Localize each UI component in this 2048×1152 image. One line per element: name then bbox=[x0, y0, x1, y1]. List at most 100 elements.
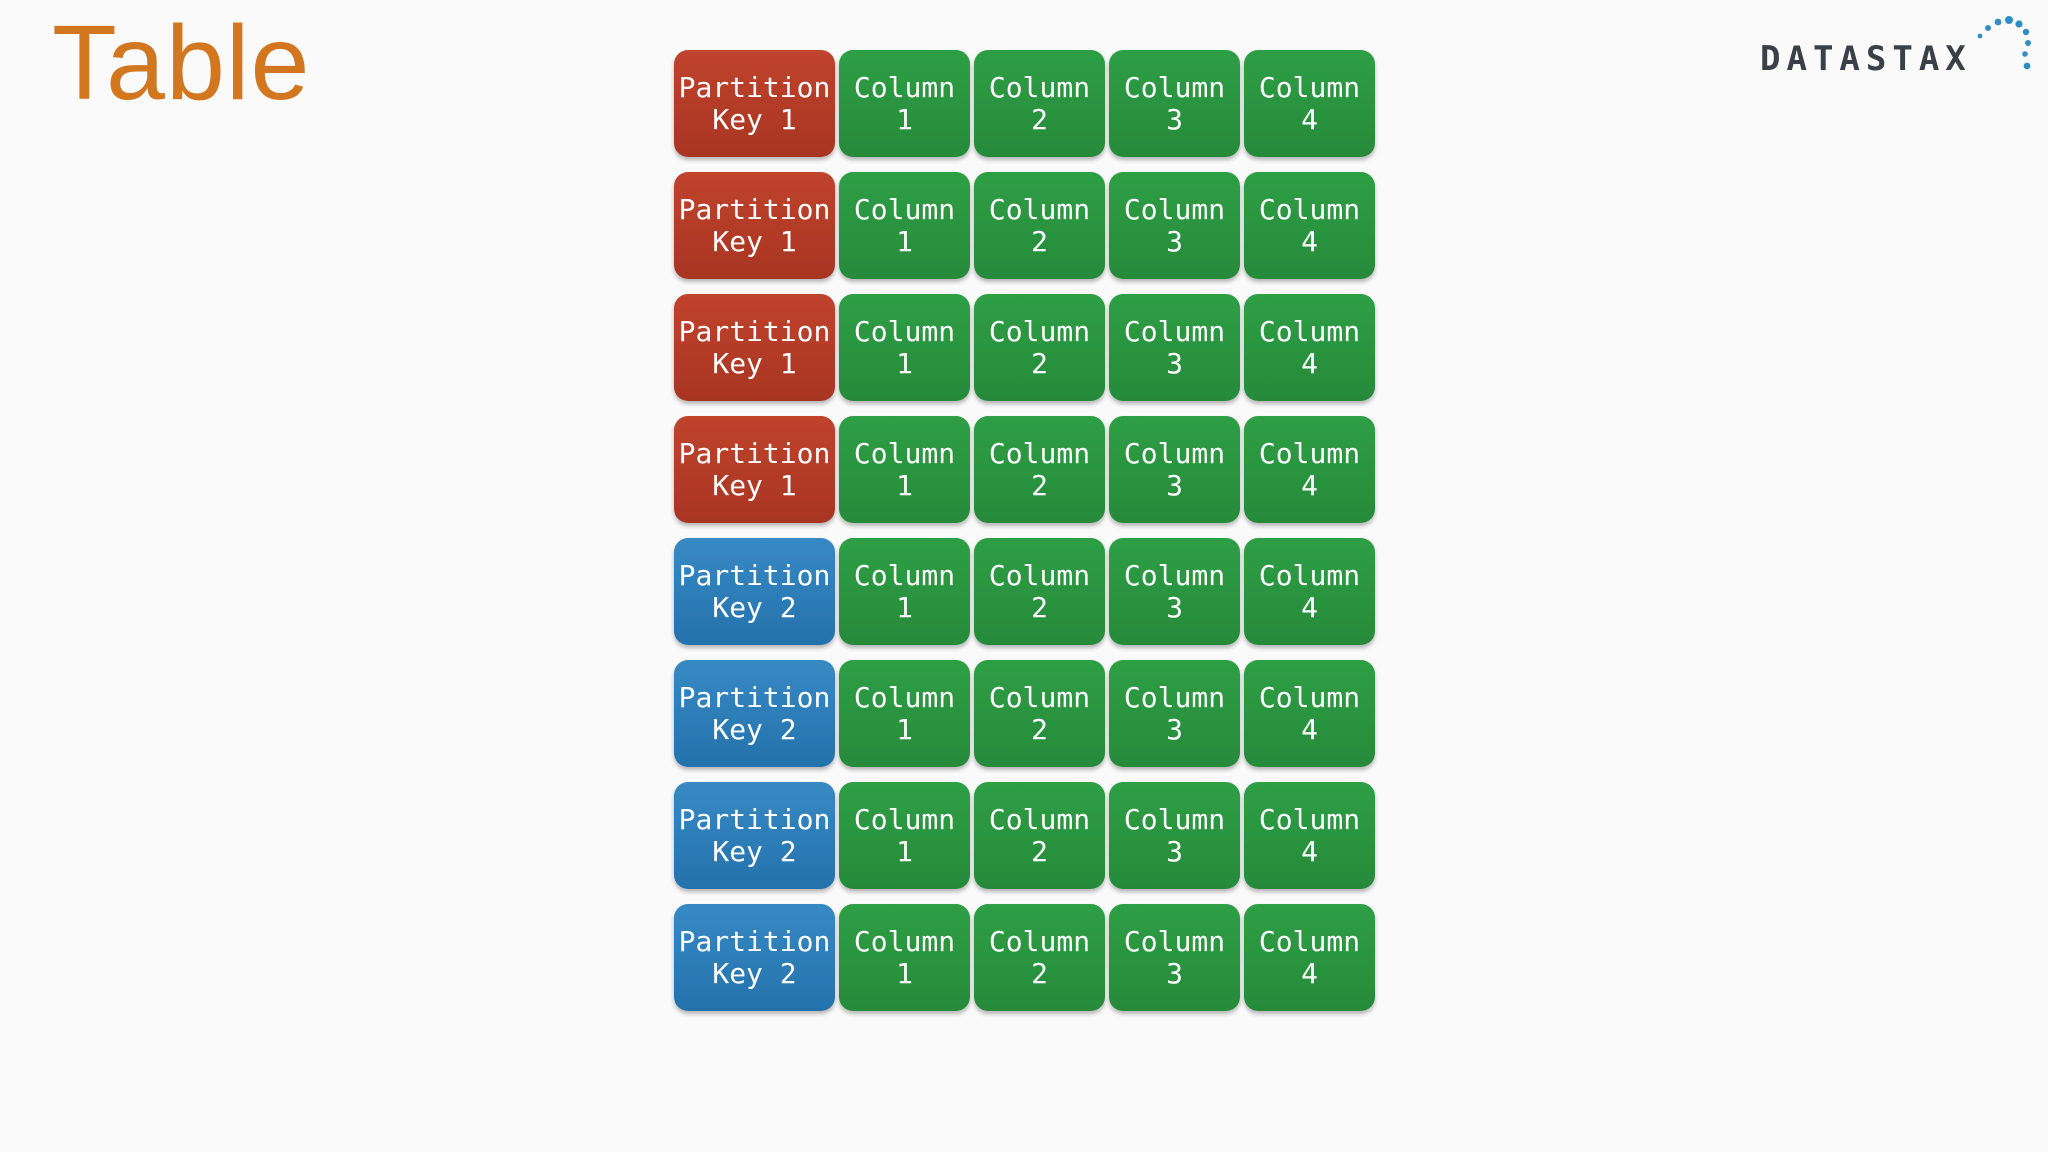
partition-key-cell: Partition Key 1 bbox=[674, 416, 835, 523]
column-cell: Column 1 bbox=[839, 904, 970, 1011]
column-cell: Column 4 bbox=[1244, 660, 1375, 767]
column-label: 2 bbox=[1031, 834, 1048, 868]
column-cell: Column 3 bbox=[1109, 172, 1240, 279]
partition-key-label: Key 2 bbox=[712, 590, 797, 624]
column-label: Column bbox=[1258, 436, 1361, 470]
column-label: Column bbox=[1123, 924, 1226, 958]
datastax-logo: DATASTAX bbox=[1760, 16, 2032, 76]
table-diagram: Partition Key 1 Column 1 Column 2 Column 3 Colum… bbox=[674, 50, 1375, 1011]
column-cell: Column 1 bbox=[839, 660, 970, 767]
column-label: Column bbox=[853, 314, 956, 348]
column-label: Column bbox=[853, 924, 956, 958]
column-label: Column bbox=[988, 192, 1091, 226]
column-cell: Column 2 bbox=[974, 294, 1105, 401]
column-label: 1 bbox=[896, 712, 913, 746]
partition-key-label: Key 2 bbox=[712, 956, 797, 990]
column-label: 2 bbox=[1031, 956, 1048, 990]
column-label: 4 bbox=[1301, 590, 1318, 624]
column-label: Column bbox=[853, 802, 956, 836]
column-cell: Column 3 bbox=[1109, 782, 1240, 889]
column-label: 2 bbox=[1031, 224, 1048, 258]
partition-key-label: Key 1 bbox=[712, 346, 797, 380]
partition-key-label: Partition bbox=[678, 558, 831, 592]
column-label: 1 bbox=[896, 956, 913, 990]
logo-text: DATASTAX bbox=[1760, 39, 1972, 79]
partition-key-label: Key 2 bbox=[712, 712, 797, 746]
column-cell: Column 1 bbox=[839, 416, 970, 523]
column-label: 3 bbox=[1166, 712, 1183, 746]
column-cell: Column 2 bbox=[974, 172, 1105, 279]
column-cell: Column 4 bbox=[1244, 782, 1375, 889]
partition-key-label: Partition bbox=[678, 70, 831, 104]
column-label: Column bbox=[988, 70, 1091, 104]
partition-key-label: Key 2 bbox=[712, 834, 797, 868]
partition-key-cell: Partition Key 1 bbox=[674, 294, 835, 401]
column-cell: Column 1 bbox=[839, 538, 970, 645]
column-label: 4 bbox=[1301, 834, 1318, 868]
partition-key-cell: Partition Key 2 bbox=[674, 538, 835, 645]
column-cell: Column 2 bbox=[974, 538, 1105, 645]
column-label: Column bbox=[853, 680, 956, 714]
column-label: 3 bbox=[1166, 468, 1183, 502]
column-label: 2 bbox=[1031, 712, 1048, 746]
column-label: Column bbox=[853, 192, 956, 226]
column-cell: Column 4 bbox=[1244, 416, 1375, 523]
partition-key-label: Partition bbox=[678, 680, 831, 714]
column-label: 3 bbox=[1166, 224, 1183, 258]
column-label: 3 bbox=[1166, 834, 1183, 868]
partition-key-label: Partition bbox=[678, 924, 831, 958]
page-title: Table bbox=[52, 4, 311, 122]
column-label: 4 bbox=[1301, 346, 1318, 380]
column-cell: Column 4 bbox=[1244, 904, 1375, 1011]
column-label: 4 bbox=[1301, 712, 1318, 746]
logo-dots-icon bbox=[1977, 16, 2031, 70]
column-cell: Column 1 bbox=[839, 782, 970, 889]
column-cell: Column 2 bbox=[974, 904, 1105, 1011]
column-label: 3 bbox=[1166, 102, 1183, 136]
partition-key-cell: Partition Key 1 bbox=[674, 172, 835, 279]
column-label: 4 bbox=[1301, 102, 1318, 136]
column-label: 3 bbox=[1166, 956, 1183, 990]
column-label: 2 bbox=[1031, 468, 1048, 502]
column-label: Column bbox=[1258, 924, 1361, 958]
column-label: 4 bbox=[1301, 956, 1318, 990]
column-label: 4 bbox=[1301, 468, 1318, 502]
column-label: Column bbox=[1123, 314, 1226, 348]
column-label: Column bbox=[1123, 802, 1226, 836]
partition-key-label: Key 1 bbox=[712, 102, 797, 136]
partition-key-label: Key 1 bbox=[712, 224, 797, 258]
column-cell: Column 3 bbox=[1109, 294, 1240, 401]
column-cell: Column 3 bbox=[1109, 50, 1240, 157]
column-label: 1 bbox=[896, 834, 913, 868]
column-label: Column bbox=[1258, 314, 1361, 348]
column-label: Column bbox=[1123, 70, 1226, 104]
partition-key-cell: Partition Key 2 bbox=[674, 904, 835, 1011]
column-cell: Column 1 bbox=[839, 294, 970, 401]
column-label: Column bbox=[1258, 558, 1361, 592]
column-label: Column bbox=[1258, 680, 1361, 714]
column-label: 2 bbox=[1031, 102, 1048, 136]
column-cell: Column 2 bbox=[974, 660, 1105, 767]
column-label: Column bbox=[1123, 558, 1226, 592]
column-label: 3 bbox=[1166, 346, 1183, 380]
column-cell: Column 3 bbox=[1109, 416, 1240, 523]
column-label: Column bbox=[988, 924, 1091, 958]
column-label: Column bbox=[853, 436, 956, 470]
column-label: 2 bbox=[1031, 590, 1048, 624]
column-label: Column bbox=[1123, 436, 1226, 470]
column-label: 1 bbox=[896, 346, 913, 380]
column-cell: Column 1 bbox=[839, 172, 970, 279]
column-label: Column bbox=[988, 436, 1091, 470]
column-cell: Column 4 bbox=[1244, 538, 1375, 645]
partition-key-cell: Partition Key 1 bbox=[674, 50, 835, 157]
partition-key-cell: Partition Key 2 bbox=[674, 782, 835, 889]
column-label: 1 bbox=[896, 468, 913, 502]
column-label: Column bbox=[1258, 192, 1361, 226]
column-cell: Column 2 bbox=[974, 50, 1105, 157]
column-label: Column bbox=[1258, 70, 1361, 104]
column-label: 1 bbox=[896, 102, 913, 136]
column-cell: Column 2 bbox=[974, 782, 1105, 889]
column-label: Column bbox=[988, 680, 1091, 714]
column-label: 2 bbox=[1031, 346, 1048, 380]
column-label: Column bbox=[988, 558, 1091, 592]
